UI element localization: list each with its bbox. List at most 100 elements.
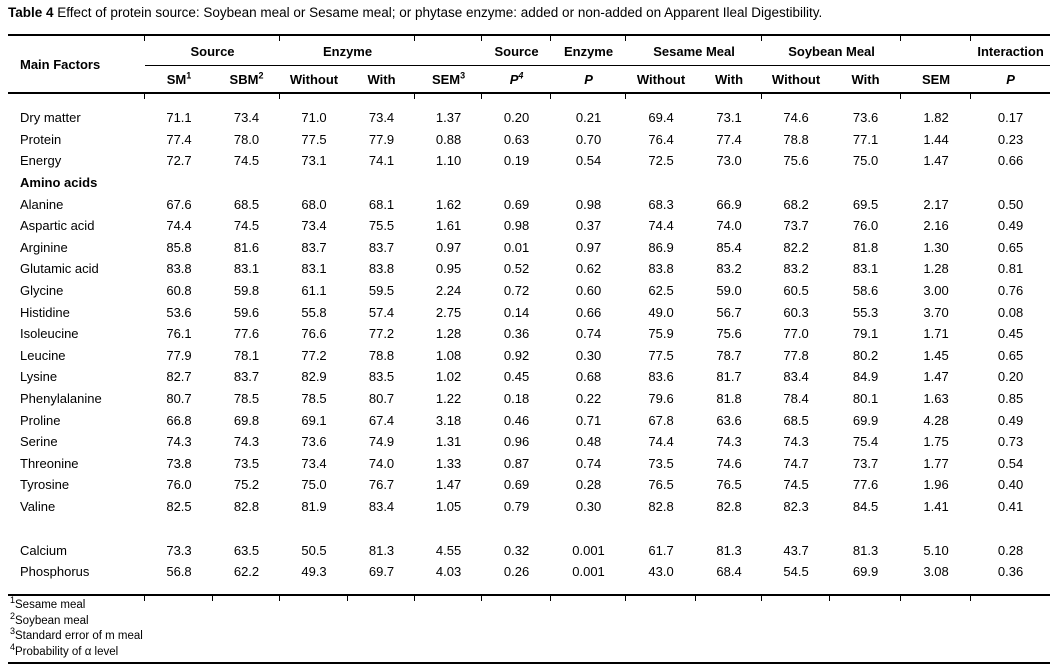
cell: 68.5: [233, 196, 260, 212]
cell: 0.28: [575, 477, 602, 493]
cell: 83.4: [368, 498, 395, 514]
row-label: Amino acids: [20, 175, 98, 191]
cell: 83.1: [301, 261, 327, 277]
table-row: Proline 66.8 69.8 69.1 67.4 3.18 0.46 0.71 67.8 6…: [8, 409, 1050, 431]
cell: 1.63: [923, 391, 949, 407]
cell: 77.5: [648, 347, 674, 363]
cell: 83.7: [368, 239, 395, 255]
cell: 0.20: [997, 369, 1024, 385]
cell: 75.2: [233, 477, 260, 493]
table-row: Energy 72.7 74.5 73.1 74.1 1.10 0.19 0.54 72.5 73…: [8, 150, 1050, 172]
cell: 1.41: [923, 498, 949, 514]
cell: 82.9: [301, 369, 327, 385]
cell: [348, 517, 415, 539]
table-caption-text: Effect of protein source: Soybean meal o…: [53, 5, 823, 20]
table-header: Main Factors Source Enzyme Source Enzyme…: [8, 35, 1051, 98]
group-interaction: Interaction: [970, 35, 1051, 66]
cell: 3.18: [435, 412, 462, 428]
cell: 0.63: [503, 131, 530, 147]
cell: 78.4: [783, 391, 809, 407]
cell: 73.5: [233, 455, 260, 471]
table-row: Arginine 85.8 81.6 83.7 83.7 0.97 0.01 0.97 86.9…: [8, 237, 1050, 259]
cell: 66.8: [166, 412, 192, 428]
cell: 71.1: [166, 110, 192, 126]
footnote-2: 2Soybean meal: [10, 611, 89, 627]
cell: 73.4: [301, 455, 327, 471]
col-header-sesame-without: Without: [625, 65, 697, 98]
cell: 83.5: [368, 369, 395, 385]
cell: 1.71: [923, 326, 949, 342]
cell: 82.5: [166, 498, 192, 514]
cell: 56.8: [144, 560, 213, 601]
cell: 1.28: [435, 326, 462, 342]
cell: 0.18: [503, 391, 530, 407]
cell: 73.6: [301, 434, 327, 450]
col-header-interaction-p: P: [970, 65, 1051, 98]
cell: 76.6: [301, 326, 327, 342]
cell: 81.7: [716, 369, 742, 385]
cell: 60.8: [166, 283, 192, 299]
cell: 73.0: [716, 153, 742, 169]
cell: 68.2: [783, 196, 809, 212]
cell: 0.17: [997, 110, 1024, 126]
cell: 0.46: [503, 412, 530, 428]
cell: 68.0: [301, 196, 327, 212]
col-header-sesame-with: With: [696, 65, 763, 94]
col-header-soybean-with: With: [830, 65, 902, 94]
cell: [280, 517, 348, 539]
cell: 0.41: [997, 498, 1024, 514]
cell: 1.44: [923, 131, 949, 147]
cell: 0.74: [575, 326, 602, 342]
cell: 66.9: [716, 196, 742, 212]
cell: 1.10: [435, 153, 462, 169]
cell: 69.9: [852, 412, 879, 428]
cell: [551, 172, 626, 194]
cell: [551, 517, 626, 539]
cell: 74.9: [368, 434, 395, 450]
cell: 78.5: [301, 391, 327, 407]
cell: [696, 517, 762, 539]
cell: [348, 172, 415, 194]
row-label: Phenylalanine: [20, 391, 102, 407]
cell: 73.4: [301, 218, 327, 234]
table-body: Dry matter 71.1 73.4 71.0 73.4 1.37 0.20 0.21 69…: [8, 93, 1051, 601]
cell: 78.0: [233, 131, 260, 147]
group-empty-sem2: [900, 35, 972, 66]
row-label: Alanine: [20, 196, 64, 212]
cell: 75.6: [716, 326, 742, 342]
group-enzyme: Enzyme: [279, 35, 416, 66]
cell: 76.0: [852, 218, 879, 234]
table-row: Valine 82.5 82.8 81.9 83.4 1.05 0.79 0.30 82.8 82…: [8, 496, 1050, 518]
cell: 61.1: [301, 283, 327, 299]
cell: 4.03: [414, 560, 483, 601]
cell: 85.8: [166, 239, 192, 255]
cell: 0.21: [575, 110, 602, 126]
cell: 82.3: [783, 498, 809, 514]
cell: 0.54: [575, 153, 602, 169]
cell: 0.85: [997, 391, 1024, 407]
cell: 59.0: [716, 283, 742, 299]
cell: [626, 172, 696, 194]
cell: 0.65: [997, 239, 1024, 255]
cell: 83.8: [166, 261, 192, 277]
cell: 74.1: [368, 153, 395, 169]
cell: 77.5: [301, 131, 327, 147]
cell: 1.31: [435, 434, 462, 450]
cell: 76.4: [648, 131, 674, 147]
cell: [415, 172, 482, 194]
cell: 67.6: [166, 196, 192, 212]
cell: 74.6: [716, 455, 742, 471]
cell: 76.0: [166, 477, 192, 493]
group-empty-sem: [414, 35, 483, 66]
cell: 0.50: [997, 196, 1024, 212]
cell: 0.14: [503, 304, 530, 320]
cell: 1.61: [435, 218, 462, 234]
cell: 75.0: [301, 477, 327, 493]
cell: 74.4: [648, 218, 674, 234]
cell: 74.5: [233, 153, 260, 169]
cell: 76.5: [648, 477, 674, 493]
cell: 69.5: [852, 196, 879, 212]
cell: 1.28: [923, 261, 949, 277]
cell: 80.7: [166, 391, 192, 407]
cell: 74.3: [166, 434, 192, 450]
